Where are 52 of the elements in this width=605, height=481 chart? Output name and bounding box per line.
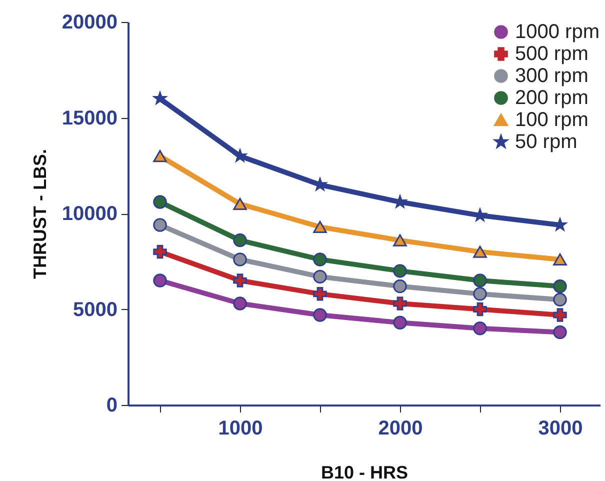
x-tick-label: 1000 bbox=[218, 418, 263, 440]
point bbox=[233, 149, 247, 162]
point bbox=[553, 325, 567, 340]
point bbox=[153, 218, 167, 232]
legend-label: 50 rpm bbox=[515, 131, 578, 153]
point bbox=[393, 195, 407, 208]
y-axis-title: THRUST - LBS. bbox=[30, 149, 50, 279]
point bbox=[153, 274, 167, 288]
point bbox=[473, 322, 487, 336]
point bbox=[313, 287, 327, 301]
point bbox=[153, 195, 167, 209]
point bbox=[473, 246, 487, 258]
point bbox=[313, 252, 327, 266]
point bbox=[393, 264, 407, 278]
point bbox=[473, 287, 487, 301]
point bbox=[393, 296, 407, 310]
point bbox=[553, 253, 567, 266]
point bbox=[473, 208, 487, 222]
legend-label: 500 rpm bbox=[515, 43, 588, 65]
point bbox=[473, 274, 487, 288]
legend-label: 300 rpm bbox=[515, 65, 588, 87]
y-tick-label: 5000 bbox=[73, 298, 118, 321]
y-tick-label: 10000 bbox=[62, 203, 118, 225]
x-tick-label: 2000 bbox=[378, 418, 423, 440]
y-tick-label: 15000 bbox=[62, 107, 118, 130]
point bbox=[313, 220, 327, 233]
point bbox=[313, 308, 327, 322]
point bbox=[153, 244, 167, 259]
point bbox=[313, 270, 327, 284]
point bbox=[393, 279, 407, 294]
point bbox=[313, 178, 327, 190]
point bbox=[233, 233, 247, 248]
point bbox=[393, 234, 407, 246]
point bbox=[233, 252, 247, 266]
point bbox=[553, 292, 567, 307]
point bbox=[553, 218, 567, 231]
point bbox=[233, 198, 247, 210]
point bbox=[153, 150, 167, 162]
point bbox=[233, 274, 247, 288]
y-tick-label: 0 bbox=[106, 394, 118, 416]
legend-label: 100 rpm bbox=[515, 109, 588, 131]
point bbox=[553, 279, 567, 294]
y-tick-label: 20000 bbox=[62, 12, 118, 34]
x-axis-title: B10 - HRS bbox=[320, 462, 408, 481]
point bbox=[393, 316, 407, 330]
point bbox=[233, 296, 247, 310]
point bbox=[153, 92, 167, 104]
point bbox=[553, 308, 567, 322]
legend-label: 200 rpm bbox=[515, 87, 588, 109]
x-tick-label: 3000 bbox=[538, 418, 583, 440]
legend-label: 1000 rpm bbox=[515, 21, 600, 43]
point bbox=[473, 302, 487, 316]
